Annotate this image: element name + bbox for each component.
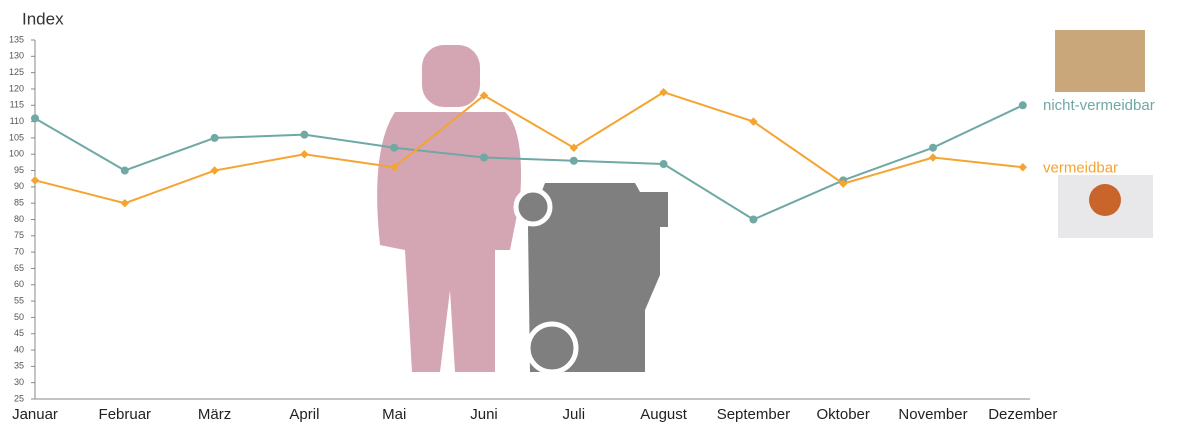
- y-tick-label: 50: [14, 312, 24, 322]
- x-tick-label: September: [717, 406, 790, 423]
- y-tick-label: 130: [9, 51, 24, 61]
- y-tick-label: 80: [14, 214, 24, 224]
- x-tick-label: Mai: [382, 406, 406, 423]
- person-illustration: [377, 45, 521, 372]
- y-tick-label: 135: [9, 34, 24, 44]
- y-tick-label: 115: [10, 100, 24, 110]
- point: [928, 153, 938, 162]
- x-tick-label: März: [198, 406, 231, 423]
- food-photo: [1055, 30, 1153, 238]
- point: [749, 215, 758, 224]
- point: [1018, 163, 1028, 172]
- legend-label: vermeidbar: [1043, 159, 1118, 176]
- y-tick-label: 120: [9, 83, 24, 93]
- x-tick-label: Dezember: [988, 406, 1057, 423]
- line: [34, 104, 1024, 221]
- y-tick-label: 100: [9, 149, 24, 159]
- x-tick-label: Juni: [470, 406, 498, 423]
- line: [34, 91, 1023, 205]
- point: [929, 143, 937, 152]
- point: [390, 143, 399, 152]
- point: [300, 149, 309, 159]
- y-tick-label: 40: [14, 344, 24, 354]
- y-tick-label: 25: [14, 393, 24, 403]
- y-tick-label: 95: [14, 165, 24, 175]
- point: [480, 153, 488, 162]
- legend-label: nicht-vermeidbar: [1043, 97, 1155, 114]
- bin-illustration: [513, 183, 668, 375]
- x-tick-label: Oktober: [817, 406, 870, 423]
- point: [300, 130, 309, 139]
- y-tick-label: 65: [14, 263, 24, 273]
- y-tick-label: 45: [14, 328, 24, 338]
- y-tick-label: 60: [14, 279, 24, 289]
- point: [120, 198, 130, 208]
- point: [569, 156, 578, 165]
- y-tick-label: 105: [9, 132, 24, 142]
- point: [389, 163, 399, 172]
- point: [210, 133, 219, 142]
- point: [210, 166, 219, 175]
- y-tick-label: 35: [14, 361, 24, 371]
- y-tick-label: 30: [14, 377, 24, 387]
- point: [1018, 101, 1027, 110]
- x-tick-label: Februar: [99, 406, 152, 423]
- x-tick-label: April: [289, 406, 319, 423]
- point: [659, 160, 668, 169]
- y-tick-label: 70: [14, 247, 24, 257]
- x-tick-label: Januar: [12, 406, 58, 423]
- axis-title: Index: [22, 9, 64, 28]
- point: [120, 166, 129, 175]
- y-tick-label: 90: [14, 181, 24, 191]
- y-tick-label: 85: [14, 198, 24, 208]
- y-tick-label: 75: [14, 230, 24, 240]
- y-tick-label: 110: [10, 116, 24, 126]
- x-tick-label: Juli: [563, 406, 586, 423]
- point: [479, 91, 489, 100]
- point: [31, 114, 39, 123]
- y-tick-label: 125: [9, 67, 24, 77]
- x-tick-label: November: [898, 406, 967, 423]
- x-tick-label: August: [640, 406, 688, 423]
- y-tick-label: 55: [14, 295, 24, 305]
- point: [30, 176, 40, 185]
